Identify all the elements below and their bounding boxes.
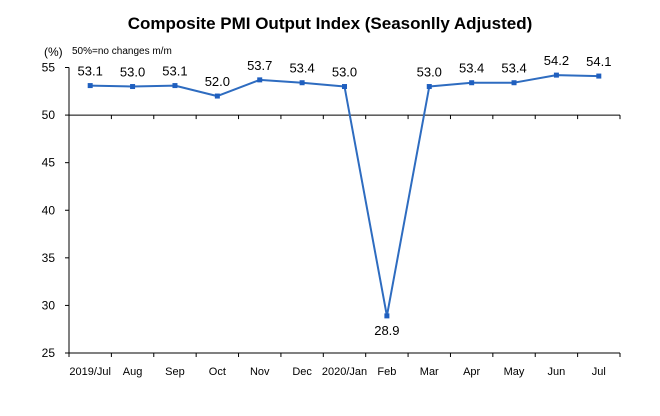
chart-note: 50%=no changes m/m xyxy=(72,46,172,57)
y-axis-unit: (%) xyxy=(44,45,63,59)
y-tick-label: 55 xyxy=(42,61,56,75)
data-label: 53.4 xyxy=(459,61,484,76)
data-point xyxy=(469,80,475,86)
data-point xyxy=(596,73,602,79)
data-label: 53.4 xyxy=(501,61,526,76)
data-label: 52.0 xyxy=(205,74,230,89)
x-tick-label: Aug xyxy=(123,366,143,378)
data-label: 53.0 xyxy=(417,65,442,80)
data-point xyxy=(172,83,178,89)
data-point xyxy=(257,77,263,83)
x-tick-label: Dec xyxy=(292,366,312,378)
y-tick-label: 35 xyxy=(42,251,56,265)
y-tick-label: 50 xyxy=(42,108,56,122)
chart-title: Composite PMI Output Index (Seasonlly Ad… xyxy=(127,14,533,33)
data-label: 53.0 xyxy=(332,65,357,80)
data-point xyxy=(130,84,136,90)
data-point xyxy=(214,93,220,99)
x-tick-label: Apr xyxy=(463,366,480,378)
y-tick-label: 40 xyxy=(42,203,56,217)
x-tick-label: May xyxy=(504,366,525,378)
x-tick-label: Nov xyxy=(250,366,270,378)
data-label: 54.2 xyxy=(544,53,569,68)
y-tick-label: 45 xyxy=(42,156,56,170)
y-tick-label: 25 xyxy=(42,346,56,360)
data-label: 53.4 xyxy=(289,61,314,76)
x-tick-label: Feb xyxy=(377,366,396,378)
x-tick-label: Oct xyxy=(209,366,226,378)
data-point xyxy=(553,72,559,78)
x-tick-label: Mar xyxy=(420,366,439,378)
series-line xyxy=(90,74,599,317)
data-label: 53.7 xyxy=(247,58,272,73)
data-point xyxy=(87,83,93,89)
data-point xyxy=(342,84,347,90)
data-label: 53.1 xyxy=(78,64,103,79)
data-point xyxy=(426,84,432,90)
data-label: 54.1 xyxy=(586,54,611,69)
x-tick-label: Sep xyxy=(165,366,185,378)
x-tick-label: 2020/Jan xyxy=(322,366,367,378)
y-tick-label: 30 xyxy=(42,298,56,312)
x-tick-label: 2019/Jul xyxy=(69,366,111,378)
x-tick-label: Jul xyxy=(592,366,606,378)
data-label: 53.0 xyxy=(120,65,145,80)
data-label: 53.1 xyxy=(162,64,187,79)
data-point xyxy=(299,80,305,86)
data-point xyxy=(384,313,390,319)
x-tick-label: Jun xyxy=(548,366,566,378)
data-label: 28.9 xyxy=(374,323,399,338)
data-point xyxy=(511,80,517,86)
